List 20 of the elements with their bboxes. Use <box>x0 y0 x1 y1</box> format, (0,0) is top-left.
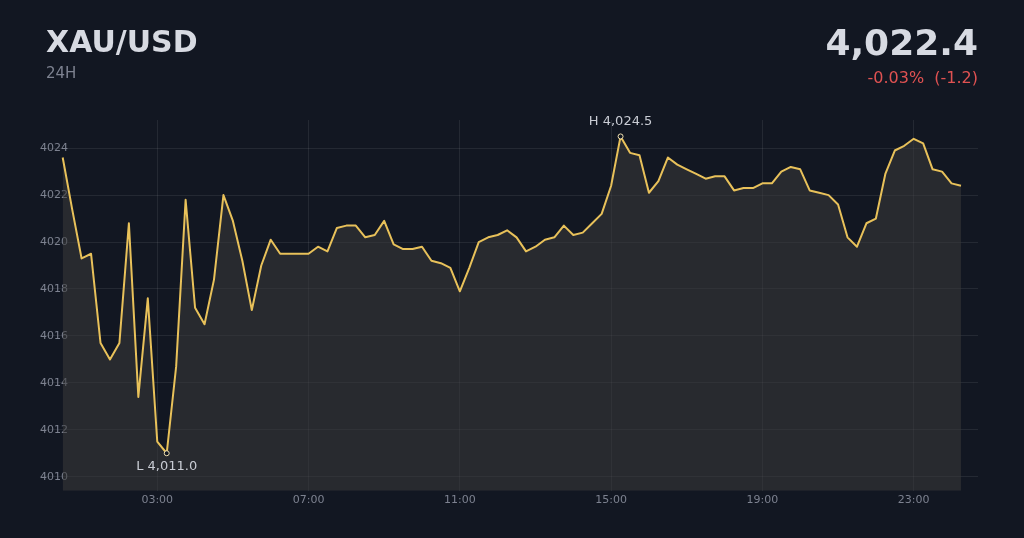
chart-subtitle: 24H <box>46 64 77 82</box>
y-tick-label: 4010 <box>40 469 68 483</box>
x-tick-label: 15:00 <box>595 493 627 507</box>
y-tick-label: 4022 <box>40 187 68 201</box>
x-tick-label: 07:00 <box>292 493 325 507</box>
x-tick-label: 11:00 <box>443 493 476 507</box>
x-tick-label: 23:00 <box>897 493 930 507</box>
y-tick-label: 4014 <box>40 375 68 389</box>
x-tick-label: 19:00 <box>746 493 779 507</box>
y-tick-label: 4024 <box>40 141 68 155</box>
y-tick-label: 4020 <box>40 234 68 248</box>
chart-title: XAU/USD <box>46 24 198 59</box>
annotation: L 4,011.0 <box>136 458 198 474</box>
text: -0.03% (-1.2) <box>867 68 978 87</box>
text: 4,022.4 <box>825 22 978 63</box>
y-tick-label: 4016 <box>40 328 68 342</box>
y-tick-label: 4012 <box>40 422 68 436</box>
annotation: H 4,024.5 <box>588 113 653 129</box>
y-tick-label: 4018 <box>40 281 68 295</box>
x-tick-label: 03:00 <box>141 493 174 507</box>
